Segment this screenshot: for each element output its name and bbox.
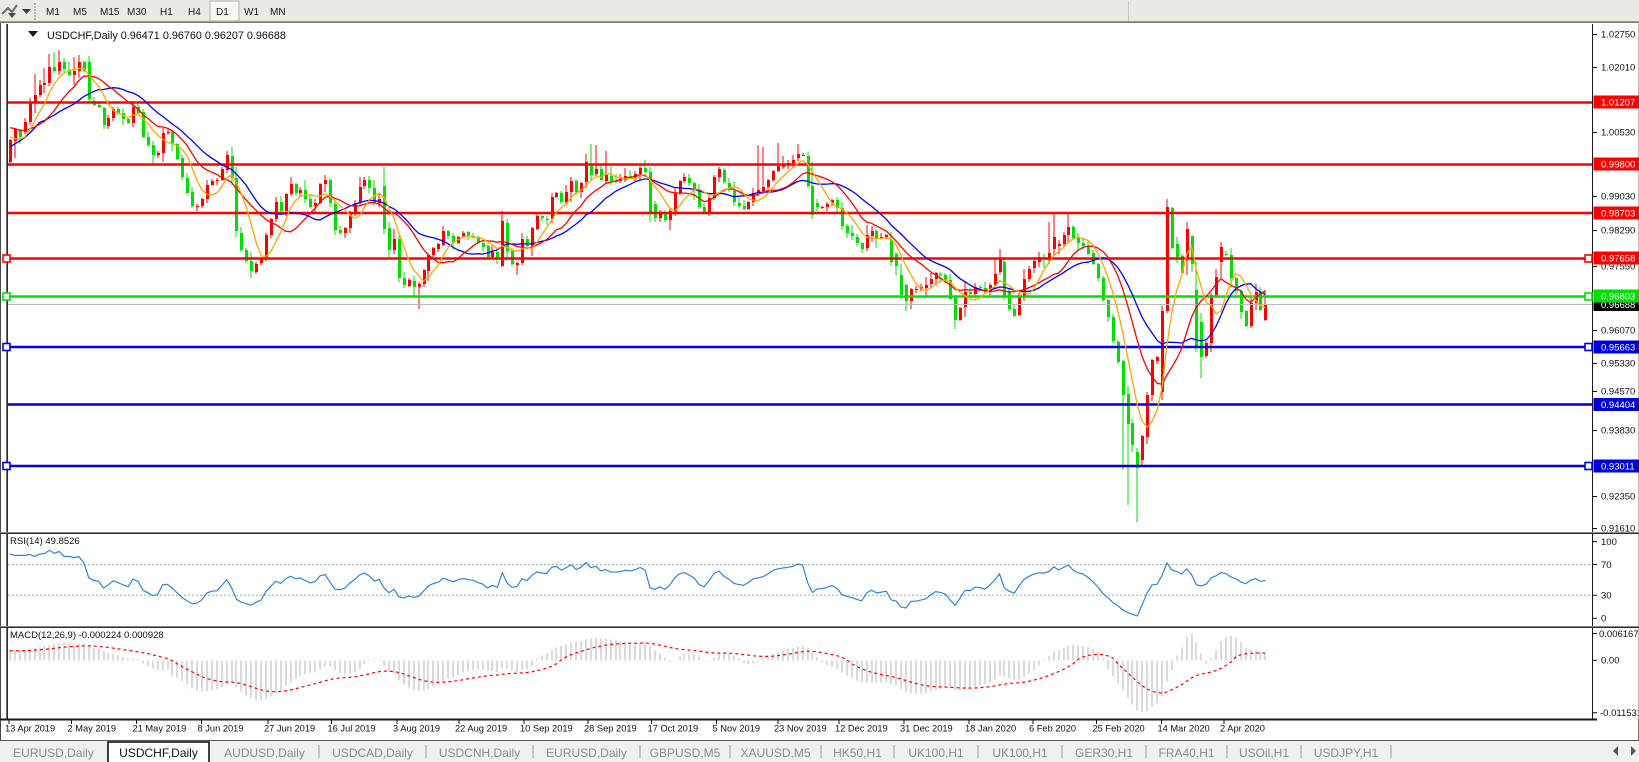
svg-text:W1: W1	[244, 7, 259, 18]
svg-text:-0.011531: -0.011531	[1600, 708, 1639, 719]
svg-text:0.97550: 0.97550	[1601, 261, 1635, 272]
svg-text:5 Nov 2019: 5 Nov 2019	[713, 724, 761, 734]
svg-text:M1: M1	[46, 7, 60, 18]
svg-text:2 May 2019: 2 May 2019	[68, 724, 117, 734]
svg-text:0.95330: 0.95330	[1601, 358, 1635, 369]
svg-text:USOil,H1: USOil,H1	[1239, 746, 1289, 760]
svg-text:27 Jun 2019: 27 Jun 2019	[264, 724, 315, 734]
svg-text:UK100,H1: UK100,H1	[992, 746, 1048, 760]
svg-text:16 Jul 2019: 16 Jul 2019	[328, 724, 376, 734]
svg-text:GBPUSD,M5: GBPUSD,M5	[650, 746, 721, 760]
svg-text:M30: M30	[127, 7, 147, 18]
svg-text:12 Dec 2019: 12 Dec 2019	[835, 724, 888, 734]
svg-text:USDJPY,H1: USDJPY,H1	[1314, 746, 1379, 760]
svg-text:HK50,H1: HK50,H1	[833, 746, 882, 760]
svg-text:3 Aug 2019: 3 Aug 2019	[393, 724, 440, 734]
svg-text:0.98703: 0.98703	[1601, 208, 1635, 219]
svg-text:0.99800: 0.99800	[1601, 159, 1635, 170]
svg-text:8 Jun 2019: 8 Jun 2019	[198, 724, 244, 734]
svg-text:25 Feb 2020: 25 Feb 2020	[1093, 724, 1145, 734]
svg-text:0.96688: 0.96688	[1601, 300, 1635, 311]
svg-text:6 Feb 2020: 6 Feb 2020	[1029, 724, 1076, 734]
svg-text:M15: M15	[100, 7, 120, 18]
svg-text:18 Jan 2020: 18 Jan 2020	[965, 724, 1016, 734]
svg-text:H1: H1	[160, 7, 173, 18]
svg-text:0.93830: 0.93830	[1601, 425, 1635, 436]
svg-text:EURUSD,Daily: EURUSD,Daily	[13, 746, 94, 760]
svg-text:USDCHF,Daily: USDCHF,Daily	[119, 746, 198, 760]
svg-text:0.96803: 0.96803	[1601, 291, 1635, 302]
svg-text:1.01207: 1.01207	[1601, 97, 1635, 108]
svg-text:0.94570: 0.94570	[1601, 386, 1635, 397]
svg-text:USDCHF,Daily 0.96471 0.96760: USDCHF,Daily 0.96471 0.96760 0.96207 0.9…	[47, 30, 286, 42]
svg-text:70: 70	[1601, 560, 1612, 571]
svg-text:EURUSD,Daily: EURUSD,Daily	[546, 746, 627, 760]
svg-text:H4: H4	[188, 7, 201, 18]
svg-text:21 May 2019: 21 May 2019	[133, 724, 187, 734]
svg-text:USDCAD,Daily: USDCAD,Daily	[332, 746, 413, 760]
svg-text:0.00: 0.00	[1601, 656, 1620, 667]
svg-text:22 Aug 2019: 22 Aug 2019	[455, 724, 507, 734]
svg-text:USDCNH,Daily: USDCNH,Daily	[439, 746, 520, 760]
svg-text:1.00530: 1.00530	[1601, 127, 1635, 138]
svg-text:14 Mar 2020: 14 Mar 2020	[1158, 724, 1210, 734]
svg-text:D1: D1	[216, 7, 229, 18]
svg-text:28 Sep 2019: 28 Sep 2019	[584, 724, 637, 734]
svg-text:XAUUSD,M5: XAUUSD,M5	[740, 746, 810, 760]
svg-text:MACD(12,26,9) -0.000224 0.0009: MACD(12,26,9) -0.000224 0.000928	[10, 630, 164, 641]
svg-text:0.97658: 0.97658	[1601, 253, 1635, 264]
svg-text:13 Apr 2019: 13 Apr 2019	[5, 724, 55, 734]
svg-text:23 Nov 2019: 23 Nov 2019	[774, 724, 827, 734]
svg-text:1.02750: 1.02750	[1601, 29, 1635, 40]
svg-text:0.99030: 0.99030	[1601, 191, 1635, 202]
svg-text:0.95663: 0.95663	[1601, 342, 1635, 353]
svg-text:UK100,H1: UK100,H1	[908, 746, 964, 760]
svg-text:31 Dec 2019: 31 Dec 2019	[900, 724, 953, 734]
svg-text:M5: M5	[73, 7, 87, 18]
svg-text:2 Apr 2020: 2 Apr 2020	[1220, 724, 1265, 734]
svg-text:10 Sep 2019: 10 Sep 2019	[520, 724, 573, 734]
svg-text:17 Oct 2019: 17 Oct 2019	[648, 724, 699, 734]
svg-text:AUDUSD,Daily: AUDUSD,Daily	[224, 746, 305, 760]
svg-text:0.96070: 0.96070	[1601, 325, 1635, 336]
svg-text:RSI(14) 49.8526: RSI(14) 49.8526	[10, 536, 80, 547]
svg-text:100: 100	[1601, 537, 1617, 548]
svg-text:0.98290: 0.98290	[1601, 225, 1635, 236]
svg-text:FRA40,H1: FRA40,H1	[1158, 746, 1214, 760]
svg-text:0.006167: 0.006167	[1599, 629, 1639, 640]
svg-text:0.93011: 0.93011	[1601, 461, 1635, 472]
svg-text:0.92350: 0.92350	[1601, 491, 1635, 502]
svg-text:0.91610: 0.91610	[1601, 523, 1635, 534]
svg-text:30: 30	[1601, 591, 1612, 602]
svg-text:MN: MN	[270, 7, 286, 18]
svg-text:0: 0	[1601, 614, 1606, 625]
svg-text:0.94404: 0.94404	[1601, 400, 1635, 411]
svg-text:1.02010: 1.02010	[1601, 62, 1635, 73]
svg-text:GER30,H1: GER30,H1	[1075, 746, 1133, 760]
